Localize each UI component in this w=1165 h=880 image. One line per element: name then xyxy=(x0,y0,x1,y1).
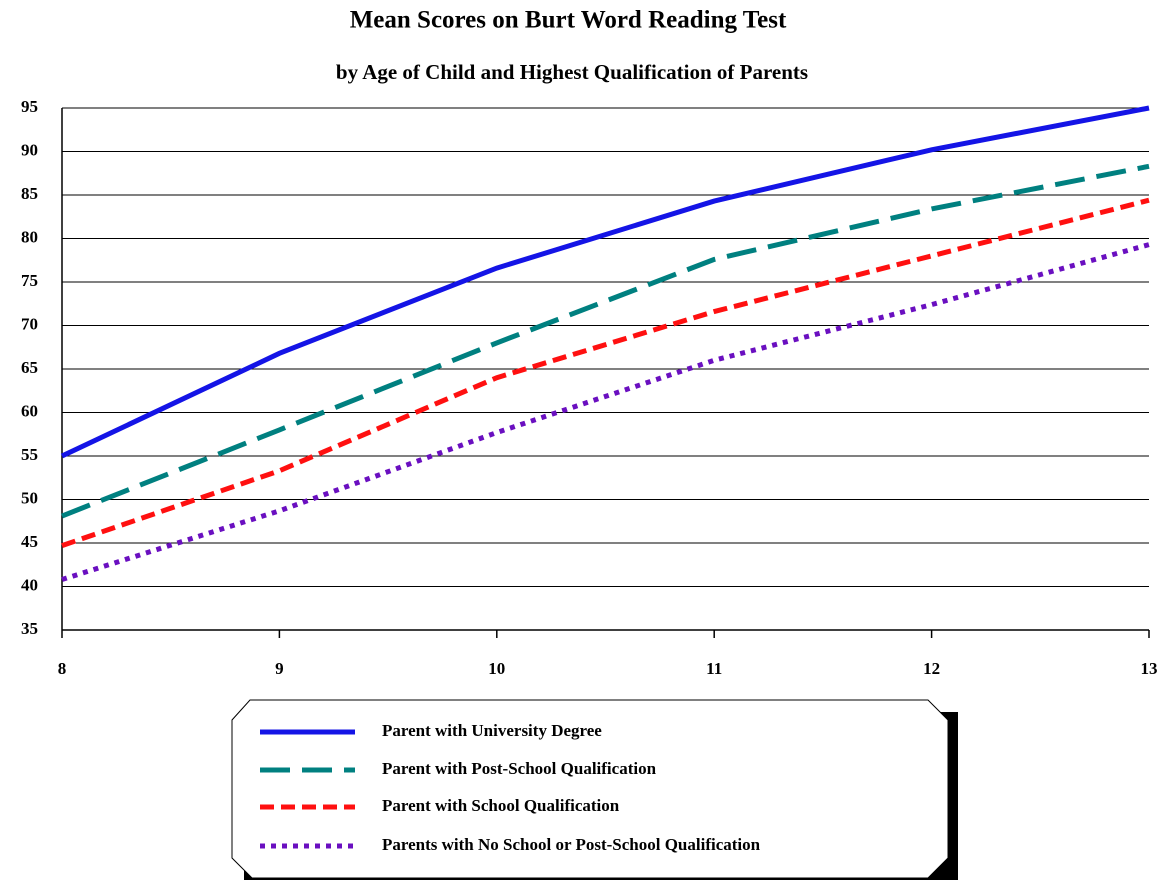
legend-label: Parent with University Degree xyxy=(382,721,602,740)
x-tick-label: 10 xyxy=(488,659,505,678)
legend-box xyxy=(231,699,949,879)
x-tick-label: 11 xyxy=(706,659,722,678)
y-tick-label: 75 xyxy=(21,271,38,290)
y-tick-label: 95 xyxy=(21,97,38,116)
y-tick-label: 90 xyxy=(21,140,38,159)
y-tick-label: 40 xyxy=(21,575,38,594)
x-tick-label: 8 xyxy=(58,659,67,678)
y-tick-label: 55 xyxy=(21,445,38,464)
series-line xyxy=(60,105,1150,459)
y-tick-label: 45 xyxy=(21,532,38,551)
series-line xyxy=(61,197,1150,548)
chart-subtitle: by Age of Child and Highest Qualificatio… xyxy=(336,60,808,84)
legend-label: Parent with Post-School Qualification xyxy=(382,759,657,778)
y-tick-label: 85 xyxy=(21,184,38,203)
y-tick-label: 70 xyxy=(21,314,38,333)
y-tick-label: 80 xyxy=(21,227,38,246)
y-tick-label: 65 xyxy=(21,358,38,377)
chart-title: Mean Scores on Burt Word Reading Test xyxy=(350,7,787,34)
legend-label: Parent with School Qualification xyxy=(382,796,620,815)
series-line xyxy=(61,242,1150,582)
y-tick-label: 50 xyxy=(21,488,38,507)
series-line xyxy=(61,163,1150,519)
x-tick-label: 9 xyxy=(275,659,284,678)
y-tick-label: 35 xyxy=(21,619,38,638)
y-tick-label: 60 xyxy=(21,401,38,420)
legend-label: Parents with No School or Post-School Qu… xyxy=(382,835,761,854)
x-tick-label: 12 xyxy=(923,659,940,678)
x-tick-label: 13 xyxy=(1141,659,1158,678)
